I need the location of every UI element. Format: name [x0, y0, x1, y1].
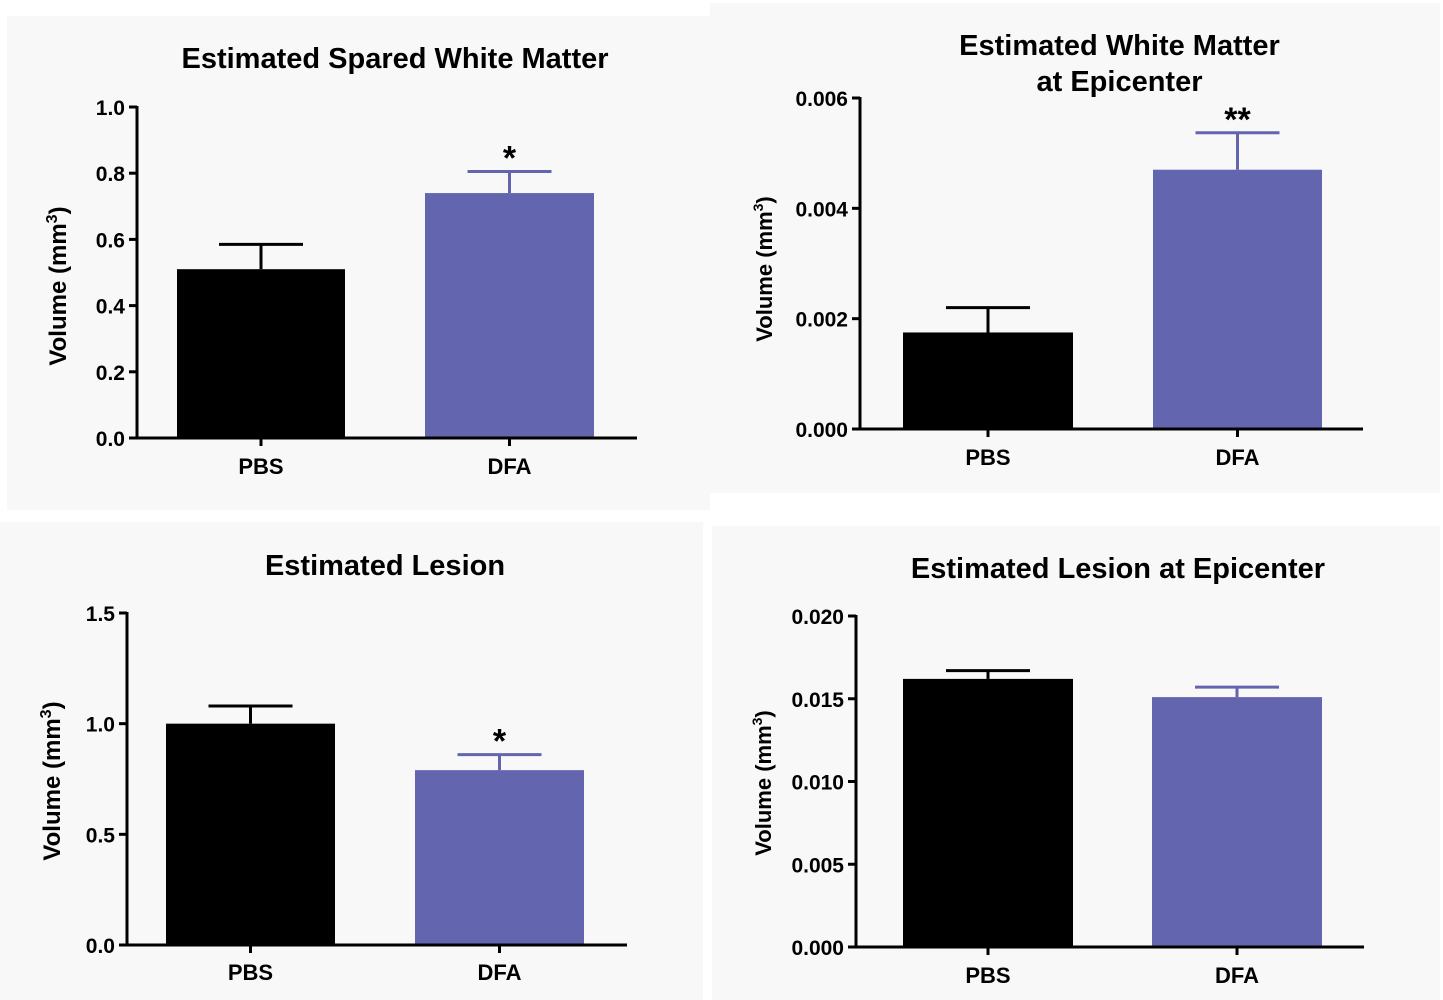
x-tick-label: PBS: [965, 445, 1010, 470]
chart-title: Estimated Lesion: [265, 550, 505, 582]
y-axis-label-close: ): [751, 710, 776, 717]
y-axis-label: Volume (mm3): [749, 710, 776, 856]
y-tick-label: 0.006: [795, 88, 848, 111]
significance-marker: **: [1224, 101, 1251, 139]
y-tick-label: 0.020: [791, 606, 844, 629]
y-tick-label: 0.005: [791, 854, 844, 877]
y-axis-label-close: ): [752, 196, 777, 203]
y-tick-label: 0.5: [86, 824, 116, 847]
chart-panel-spared-white-matter: Estimated Spared White Matter Volume (mm3…: [7, 16, 710, 510]
chart-title: Estimated Spared White Matter: [181, 43, 608, 75]
y-tick-label: 0.000: [795, 419, 848, 442]
y-axis-label-text: Volume (mm: [39, 718, 66, 860]
bar-pbs: [166, 723, 335, 945]
x-tick-label: DFA: [1215, 963, 1259, 988]
chart-panel-lesion: Estimated Lesion Volume (mm3) PBS * DFA 0.0 0.…: [0, 522, 703, 1000]
x-tick-label: PBS: [965, 963, 1010, 988]
bar-pbs: [903, 678, 1073, 947]
y-tick-label: 0.6: [96, 229, 125, 252]
significance-marker: *: [493, 723, 507, 761]
y-tick-label: 0.4: [96, 296, 126, 319]
x-tick-label: PBS: [228, 960, 273, 985]
y-tick-label: 0.004: [795, 198, 848, 221]
bar-dfa: [1153, 169, 1322, 429]
bar-dfa: [415, 770, 584, 945]
y-axis-label: Volume (mm3): [750, 196, 777, 342]
chart-panel-white-matter-epicenter: Estimated White Matter at Epicenter Volume…: [710, 3, 1440, 493]
y-axis-label-close: ): [39, 701, 66, 709]
y-tick-label: 0.0: [86, 935, 115, 958]
x-tick-label: PBS: [238, 454, 283, 479]
bar-chart: Estimated Lesion at Epicenter Volume (mm3…: [749, 553, 1364, 988]
bar-chart: Estimated Spared White Matter Volume (mm3…: [44, 43, 637, 479]
y-tick-label: 0.010: [791, 772, 844, 795]
bar-dfa: [1152, 697, 1322, 947]
y-tick-label: 1.5: [86, 603, 116, 626]
y-tick-label: 0.000: [791, 937, 844, 960]
y-tick-label: 0.8: [96, 163, 126, 186]
y-tick-label: 1.0: [96, 97, 125, 120]
bar-pbs: [177, 269, 345, 438]
chart-title: at Epicenter: [1037, 66, 1203, 98]
chart-title: Estimated Lesion at Epicenter: [911, 553, 1325, 585]
y-axis-label-superscript: 3: [749, 717, 765, 725]
y-axis-label-text: Volume (mm: [752, 211, 777, 341]
chart-title: Estimated White Matter: [959, 30, 1280, 62]
y-axis-label-superscript: 3: [44, 214, 61, 223]
y-tick-label: 0.015: [791, 689, 844, 712]
bar-dfa: [425, 193, 594, 438]
y-axis-label-text: Volume (mm: [45, 223, 72, 365]
y-tick-label: 0.002: [795, 309, 848, 332]
y-axis-label-superscript: 3: [750, 203, 766, 211]
significance-marker: *: [503, 140, 517, 178]
y-axis-label-text: Volume (mm: [751, 725, 776, 855]
y-tick-label: 0.0: [96, 428, 125, 451]
x-tick-label: DFA: [488, 454, 532, 479]
x-tick-label: DFA: [1216, 445, 1260, 470]
x-tick-label: DFA: [478, 960, 522, 985]
y-axis-label: Volume (mm3): [38, 701, 66, 860]
y-tick-label: 0.2: [96, 362, 125, 385]
y-axis-label-superscript: 3: [38, 709, 55, 718]
bar-pbs: [903, 332, 1073, 429]
y-axis-label-close: ): [45, 206, 72, 214]
chart-panel-lesion-epicenter: Estimated Lesion at Epicenter Volume (mm3…: [712, 526, 1440, 1000]
y-tick-label: 1.0: [86, 714, 115, 737]
bar-chart: Estimated Lesion Volume (mm3) PBS * DFA 0.0 0.…: [38, 550, 627, 985]
y-axis-label: Volume (mm3): [44, 206, 72, 365]
bar-chart: Estimated White Matter at Epicenter Volume…: [750, 30, 1363, 470]
